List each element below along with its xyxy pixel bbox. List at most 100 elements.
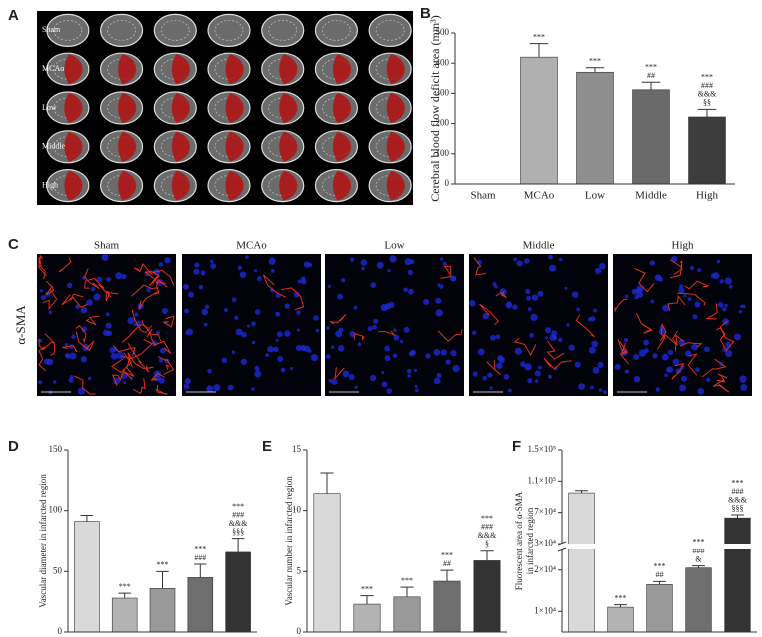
nucleus bbox=[64, 353, 70, 358]
vessel bbox=[670, 259, 683, 268]
mri-slices bbox=[46, 13, 412, 203]
error-bar bbox=[320, 472, 334, 494]
vessel bbox=[45, 280, 54, 296]
vessel bbox=[44, 333, 56, 356]
nucleus bbox=[666, 366, 674, 373]
nucleus bbox=[548, 254, 553, 260]
nucleus bbox=[425, 353, 431, 359]
infarct bbox=[171, 170, 190, 201]
vessel bbox=[150, 372, 165, 381]
nucleus bbox=[201, 308, 209, 316]
brain-texture bbox=[268, 19, 298, 41]
nucleus bbox=[289, 366, 294, 371]
nucleus bbox=[643, 339, 649, 346]
nucleus bbox=[133, 323, 137, 327]
nucleus bbox=[213, 384, 221, 392]
nucleus bbox=[678, 287, 685, 294]
y-tick-label: 3×10⁴ bbox=[534, 538, 556, 548]
nucleus bbox=[256, 276, 262, 281]
nucleus bbox=[341, 278, 346, 283]
nucleus bbox=[407, 369, 412, 374]
vessel bbox=[635, 312, 653, 334]
nucleus bbox=[527, 307, 532, 312]
y-tick-label: 0 bbox=[297, 626, 302, 636]
significance-label: *** bbox=[157, 560, 169, 569]
nucleus bbox=[66, 282, 73, 289]
significance-label: ### bbox=[732, 487, 744, 496]
y-tick-label: 400 bbox=[436, 57, 450, 67]
nucleus bbox=[728, 284, 733, 289]
nucleus bbox=[671, 255, 678, 263]
significance-label: ### bbox=[693, 546, 705, 555]
nucleus bbox=[687, 297, 692, 302]
nucleus bbox=[683, 294, 687, 298]
error-bar bbox=[585, 67, 605, 73]
vessel bbox=[121, 324, 149, 343]
bar bbox=[688, 116, 726, 185]
nucleus bbox=[71, 334, 76, 340]
nucleus bbox=[526, 295, 532, 301]
significance-label: &&& bbox=[698, 90, 717, 99]
brain-slice bbox=[368, 13, 412, 47]
nucleus bbox=[692, 314, 698, 320]
nucleus bbox=[440, 257, 444, 261]
vessel bbox=[157, 356, 175, 375]
nucleus bbox=[388, 301, 395, 309]
brain-slice bbox=[261, 13, 305, 47]
brain-slice bbox=[153, 13, 197, 47]
nucleus bbox=[740, 384, 748, 391]
nucleus bbox=[566, 323, 570, 327]
nucleus bbox=[284, 303, 290, 309]
nucleus bbox=[337, 293, 344, 300]
nucleus bbox=[106, 277, 111, 282]
nucleus bbox=[105, 322, 112, 329]
nucleus bbox=[64, 342, 69, 347]
brain-texture bbox=[214, 19, 244, 41]
bar bbox=[576, 71, 614, 185]
error-bar bbox=[360, 595, 374, 605]
nucleus bbox=[452, 365, 460, 373]
bar bbox=[149, 588, 176, 633]
nucleus bbox=[265, 353, 270, 358]
y-tick-label: 5 bbox=[297, 565, 302, 575]
nucleus bbox=[524, 363, 532, 371]
bar bbox=[225, 551, 251, 633]
nucleus bbox=[520, 361, 526, 367]
nucleus bbox=[435, 297, 442, 304]
y-tick-label: 50 bbox=[53, 565, 63, 575]
vessel bbox=[110, 352, 132, 373]
infarct bbox=[332, 93, 352, 123]
nucleus bbox=[514, 347, 522, 355]
nucleus bbox=[538, 365, 542, 370]
nucleus bbox=[296, 310, 301, 315]
nucleus bbox=[247, 324, 251, 328]
vessel bbox=[123, 357, 135, 379]
nucleus bbox=[204, 304, 210, 310]
nucleus bbox=[80, 306, 88, 314]
vessel bbox=[85, 315, 100, 326]
nucleus bbox=[313, 315, 319, 321]
vessel bbox=[333, 367, 345, 380]
nucleus bbox=[46, 358, 54, 366]
nucleus bbox=[373, 318, 379, 325]
y-tick-label: 0 bbox=[445, 178, 450, 188]
bar bbox=[111, 597, 138, 633]
brain-slice bbox=[314, 13, 359, 47]
micrographs bbox=[37, 253, 752, 396]
infarct bbox=[171, 93, 190, 123]
significance-label: *** bbox=[441, 550, 453, 559]
nucleus bbox=[512, 304, 518, 310]
nucleus bbox=[331, 378, 338, 385]
significance-label: *** bbox=[589, 57, 601, 66]
nucleus bbox=[93, 293, 101, 301]
bar bbox=[607, 606, 634, 633]
nucleus bbox=[403, 326, 410, 333]
vessel bbox=[146, 328, 161, 342]
bar bbox=[520, 56, 558, 185]
nucleus bbox=[210, 263, 217, 269]
nucleus bbox=[158, 262, 164, 267]
infarct bbox=[118, 131, 137, 162]
nucleus bbox=[231, 350, 236, 354]
bar bbox=[313, 493, 341, 633]
nucleus bbox=[254, 365, 260, 371]
